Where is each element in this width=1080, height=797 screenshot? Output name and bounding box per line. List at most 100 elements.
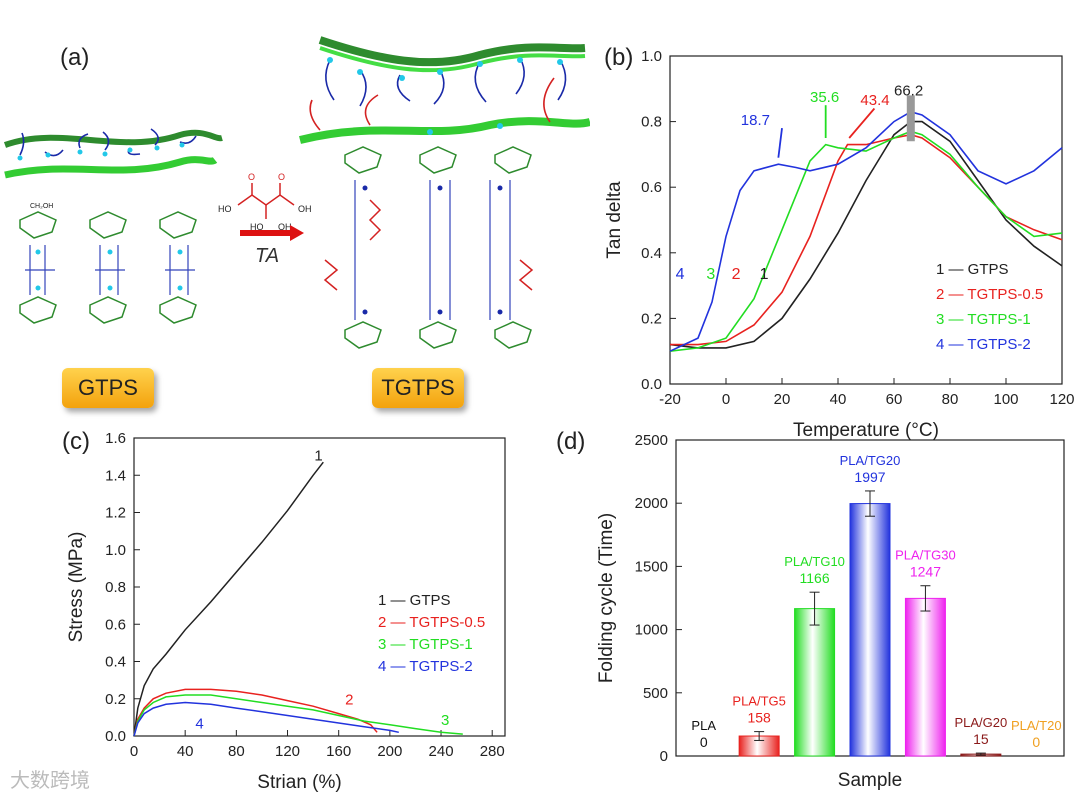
panel-label-a: (a) [60,44,90,71]
chart-b-tan-delta: -20 0 20 40 60 80 100 120 0.0 0.2 0.4 0.6 0.8 1.0 Temp… [604,48,1075,440]
gtps-chains [19,128,197,157]
tgtps-hbond-beads [362,185,503,315]
b-peak-arrow [848,107,876,139]
c-legend-entry: 1 — GTPS [378,592,451,609]
b-peak-annotation: 18.7 [741,112,770,129]
d-category-label: PLA/TG5 [732,694,785,709]
d-value-label: 15 [973,731,989,747]
c-xtick-label: 80 [228,743,245,760]
gtps-network [19,211,197,324]
b-peak-annotation: 35.6 [810,89,839,106]
d-bar [904,597,946,757]
d-value-label: 158 [747,710,771,726]
c-ytick-label: 0.2 [105,691,126,708]
c-xtick-label: 120 [275,743,300,760]
b-curve-number: 3 [706,266,715,283]
watermark: 大数跨境 [10,768,90,792]
c-curve-number: 4 [195,716,203,733]
tgtps-ribbon-top [318,36,586,67]
ta-o-top-right: O [278,172,285,182]
d-category-label: PLA/TG10 [784,554,845,569]
b-xtick-label: 20 [774,391,791,408]
b-curve-number: 4 [676,266,685,283]
c-xtick-label: 160 [326,743,351,760]
c-xlabel: Strian (%) [257,772,341,793]
panel-label-b: (b) [604,44,634,71]
tgtps-label: TGTPS [372,368,464,408]
b-xlabel: Temperature (°C) [793,420,939,440]
c-ytick-label: 0.4 [105,654,126,671]
d-xlabel: Sample [838,770,902,791]
c-ytick-label: 0.6 [105,616,126,633]
c-xtick-label: 40 [177,743,194,760]
b-series-line-4 [669,110,1063,352]
d-ytick-label: 2500 [635,432,668,449]
c-series-line-4 [133,701,399,737]
b-peak-annotation: 43.4 [860,92,889,109]
tgtps-network [344,146,532,349]
d-value-label: 0 [700,734,708,750]
c-plot-frame [133,437,506,737]
d-value-label: 1997 [854,469,885,485]
panel-label-c: (c) [62,428,90,455]
b-legend-entry: 1 — GTPS [936,261,1009,278]
b-legend-entry: 3 — TGTPS-1 [936,311,1031,328]
b-xtick-label: 80 [942,391,959,408]
gtps-glycerol [25,245,195,295]
c-series-line-1 [133,461,324,737]
tgtps-ta-frag [323,199,534,291]
b-ytick-label: 1.0 [641,48,662,65]
b-xtick-label: -20 [659,391,681,408]
c-legend-entry: 2 — TGTPS-0.5 [378,614,485,631]
glucose-group-label: CH₂OH [30,203,53,210]
b-series-line-3 [669,130,1063,352]
c-xtick-label: 280 [480,743,505,760]
b-peak-arrow [777,128,783,158]
gtps-label: GTPS [62,368,154,408]
b-ytick-label: 0.2 [641,310,662,327]
d-category-label: PLA/TG20 [840,453,901,468]
c-xtick-label: 200 [377,743,402,760]
scheme-panel-a: HO OH O HO OH O TA CH [3,36,590,349]
d-ytick-label: 500 [643,685,668,702]
ta-ho-left: HO [218,204,232,214]
d-ytick-label: 0 [660,748,668,765]
ta-oh-right: OH [298,204,312,214]
d-ytick-label: 1500 [635,558,668,575]
ta-ho-mid: HO [250,222,264,232]
b-xtick-label: 120 [1049,391,1074,408]
d-bar [794,608,836,757]
tgtps-ribbon-bottom [299,117,590,144]
d-value-label: 1247 [910,564,941,580]
c-curve-number: 3 [441,712,449,729]
b-curve-number: 2 [732,266,741,283]
b-ytick-label: 0.4 [641,245,662,262]
d-category-label: PLA/TG30 [895,548,956,563]
reaction-arrow-label: TA [255,245,279,267]
c-ytick-label: 1.2 [105,505,126,522]
c-legend-entry: 3 — TGTPS-1 [378,636,473,653]
b-ytick-label: 0.8 [641,114,662,131]
d-category-label: PLA/T20 [1011,718,1062,733]
c-xtick-label: 240 [429,743,454,760]
b-peak-annotation: 66.2 [894,82,923,99]
ta-molecule [237,183,295,219]
c-xtick-label: 0 [130,743,138,760]
c-ylabel: Stress (MPa) [66,532,87,643]
c-curve-number: 1 [314,447,322,464]
b-xtick-label: 0 [722,391,730,408]
d-category-label: PLA [691,718,716,733]
ta-o-top-left: O [248,172,255,182]
tgtps-beads [327,57,563,135]
c-ytick-label: 1.6 [105,430,126,447]
b-curve-number: 1 [760,266,769,283]
gtps-ribbon [3,129,223,148]
d-category-label: PLA/G20 [954,715,1007,730]
b-legend-entry: 2 — TGTPS-0.5 [936,286,1043,303]
b-xtick-label: 40 [830,391,847,408]
d-value-label: 1166 [800,570,830,586]
b-xtick-label: 100 [993,391,1018,408]
b-ytick-label: 0.0 [641,376,662,393]
c-legend-entry: 4 — TGTPS-2 [378,658,473,675]
c-series-line-3 [133,694,463,737]
